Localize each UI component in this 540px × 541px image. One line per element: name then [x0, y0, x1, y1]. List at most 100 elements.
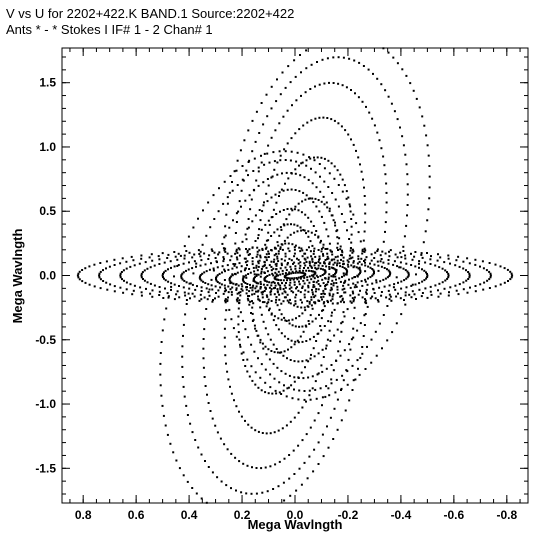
uv-point: [242, 277, 245, 280]
uv-point: [330, 266, 333, 269]
uv-point: [239, 149, 242, 152]
uv-point: [336, 292, 339, 294]
uv-point: [349, 294, 352, 297]
uv-point: [342, 284, 345, 287]
uv-point: [340, 213, 343, 215]
uv-point: [286, 188, 289, 191]
uv-point: [260, 389, 263, 392]
uv-point: [289, 298, 291, 301]
uv-point: [348, 257, 351, 260]
uv-point: [354, 378, 357, 381]
uv-point: [241, 278, 244, 281]
uv-point: [297, 262, 300, 265]
uv-point: [192, 226, 195, 229]
uv-point: [294, 244, 297, 247]
uv-point: [223, 284, 226, 287]
uv-point: [256, 246, 259, 249]
uv-point: [344, 409, 347, 412]
uv-point: [224, 247, 227, 250]
uv-point: [312, 286, 315, 289]
uv-point: [217, 253, 220, 256]
uv-point: [161, 329, 164, 332]
uv-point: [248, 268, 251, 270]
uv-point: [345, 86, 348, 89]
uv-point: [232, 282, 235, 285]
uv-point: [385, 191, 388, 194]
uv-point: [399, 261, 402, 264]
uv-point: [388, 293, 391, 296]
uv-point: [369, 297, 372, 300]
uv-point: [268, 307, 271, 310]
uv-point: [317, 279, 320, 282]
uv-point: [304, 91, 307, 94]
uv-point: [309, 157, 312, 160]
uv-point: [346, 229, 348, 232]
uv-point: [474, 285, 477, 287]
uv-point: [310, 304, 313, 307]
uv-point: [387, 259, 390, 261]
uv-point: [239, 343, 241, 346]
uv-point: [310, 353, 312, 356]
uv-point: [105, 260, 108, 263]
uv-point: [212, 299, 214, 301]
uv-point: [335, 271, 337, 274]
uv-point: [305, 269, 308, 272]
uv-point: [317, 412, 320, 415]
uv-point: [277, 252, 280, 255]
uv-point: [323, 262, 326, 264]
uv-point: [317, 372, 320, 375]
uv-point: [283, 148, 286, 151]
uv-point: [235, 405, 238, 408]
uv-point: [362, 178, 364, 181]
uv-point: [332, 282, 335, 285]
uv-point: [131, 293, 134, 296]
uv-point: [256, 253, 259, 256]
uv-point: [289, 302, 292, 305]
uv-point: [177, 252, 180, 255]
uv-point: [361, 346, 364, 348]
uv-point: [340, 295, 343, 297]
uv-point: [356, 281, 359, 284]
uv-point: [119, 262, 122, 265]
uv-point: [311, 320, 314, 323]
uv-point: [309, 264, 311, 267]
uv-point: [322, 289, 325, 292]
uv-point: [278, 191, 281, 194]
uv-point: [302, 377, 305, 380]
uv-point: [309, 197, 312, 200]
uv-point: [211, 471, 214, 474]
uv-point: [297, 398, 300, 401]
uv-point: [364, 203, 367, 206]
uv-point: [434, 264, 437, 267]
uv-point: [255, 110, 258, 113]
uv-point: [373, 124, 376, 127]
uv-point: [479, 265, 481, 268]
uv-point: [274, 278, 277, 281]
uv-point: [423, 124, 426, 127]
uv-point: [352, 300, 355, 303]
uv-point: [257, 282, 260, 285]
uv-point: [301, 285, 304, 288]
uv-point: [338, 262, 341, 265]
uv-point: [257, 273, 260, 276]
uv-point: [151, 289, 154, 292]
uv-point: [308, 322, 311, 325]
uv-point: [217, 289, 220, 292]
uv-point: [229, 280, 232, 283]
uv-point: [170, 288, 172, 291]
uv-point: [161, 274, 164, 277]
uv-point: [404, 257, 407, 260]
uv-point: [363, 314, 366, 317]
uv-point: [288, 257, 291, 260]
uv-point: [270, 312, 273, 315]
uv-point: [279, 284, 282, 287]
uv-point: [311, 270, 314, 273]
uv-point: [279, 248, 282, 250]
uv-point: [394, 253, 397, 256]
uv-point: [203, 271, 206, 274]
uv-point: [347, 196, 350, 199]
uv-point: [278, 195, 280, 197]
uv-point: [385, 201, 388, 204]
uv-point: [140, 272, 143, 275]
uv-point: [186, 480, 189, 483]
